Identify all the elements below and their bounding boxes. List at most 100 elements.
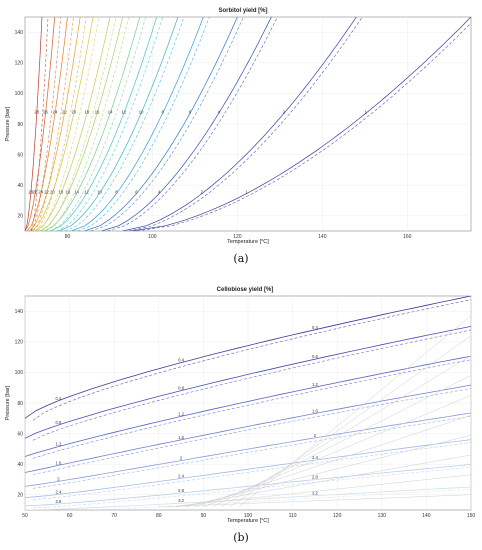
x-tick-label: 110 xyxy=(289,513,297,519)
contour-line xyxy=(25,296,471,419)
contour-line xyxy=(25,412,471,487)
contour-label: 0.8 xyxy=(56,420,62,425)
guide-line xyxy=(212,375,471,508)
contour-label: 2.4 xyxy=(312,455,318,460)
contour-label: 2 xyxy=(314,433,317,438)
contour-line xyxy=(25,384,471,473)
contour-line-dashed xyxy=(32,388,471,475)
contour-label: 0.4 xyxy=(312,325,318,330)
contour-line-dashed xyxy=(32,415,471,489)
panel-b-label: (b) xyxy=(233,531,249,544)
guide-line xyxy=(221,355,471,508)
contour-line xyxy=(122,17,357,231)
contour-label: 20 xyxy=(50,190,55,195)
contour-label: 6 xyxy=(135,190,138,195)
panel-a-y-ticks: 20 40 60 80 100 120 140 xyxy=(15,30,24,219)
contour-label: 4 xyxy=(158,190,161,195)
contour-label: 24 xyxy=(53,109,58,114)
guide-line xyxy=(238,315,471,508)
contour-label: 28 xyxy=(28,190,33,195)
contour-line xyxy=(31,17,94,231)
contour-line-dashed xyxy=(77,17,210,231)
guide-line xyxy=(185,434,471,508)
y-tick-label: 40 xyxy=(17,462,23,468)
contour-line-dashed xyxy=(128,17,363,231)
contour-lines: 1122446688101012121414161618182020222224… xyxy=(25,17,471,231)
contour-line-dashed xyxy=(32,17,74,231)
contour-line xyxy=(43,17,141,231)
contour-line-dashed xyxy=(90,17,244,231)
contour-lines: 0.4 0.4 0.4 0.8 0.8 0.8 1.2 1.2 1.2 1.6 1.6 1.6 2 2 2 2… xyxy=(25,296,471,510)
y-tick-label: 100 xyxy=(15,91,24,97)
panel-b-x-ticks: 50 60 70 80 90 100 110 120 130 140 150 xyxy=(22,513,475,519)
x-tick-label: 160 xyxy=(403,234,412,240)
contour-label: 1 xyxy=(365,109,368,114)
contour-label: 1.6 xyxy=(178,435,184,440)
panel-a-ylabel: Pressure [bar] xyxy=(5,106,11,141)
contour-label: 12 xyxy=(121,109,126,114)
contour-label: 26 xyxy=(43,109,48,114)
panel-b-contours: 0.4 0.4 0.4 0.8 0.8 0.8 1.2 1.2 1.2 1.6 1.6 1.6 2 2 2 2… xyxy=(25,296,471,510)
contour-line xyxy=(84,17,238,231)
y-tick-label: 140 xyxy=(15,309,24,315)
y-tick-label: 60 xyxy=(17,431,23,437)
contour-label: 18 xyxy=(59,190,64,195)
contour-label: 28 xyxy=(34,109,39,114)
contour-line-dashed xyxy=(34,17,87,231)
contour-label: 2 xyxy=(201,190,204,195)
contour-label: 14 xyxy=(74,190,79,195)
y-tick-label: 120 xyxy=(15,61,24,67)
y-tick-label: 80 xyxy=(17,122,23,128)
contour-line xyxy=(71,17,204,231)
contour-line xyxy=(50,17,158,231)
contour-label: 20 xyxy=(72,109,77,114)
contour-label: 14 xyxy=(108,109,113,114)
contour-label: 26 xyxy=(33,190,38,195)
contour-label: 22 xyxy=(62,109,67,114)
contour-line xyxy=(131,17,471,231)
contour-label: 10 xyxy=(139,109,144,114)
guide-line xyxy=(167,474,471,508)
contour-label: 1.6 xyxy=(56,460,62,465)
guide-line xyxy=(176,454,471,508)
contour-label: 16 xyxy=(66,190,71,195)
contour-label: 6 xyxy=(189,109,192,114)
x-tick-label: 150 xyxy=(467,513,476,519)
contour-line xyxy=(25,17,43,231)
panel-a: Sorbitol yield [%] 112244668810101212141… xyxy=(5,8,472,265)
panel-a-label: (a) xyxy=(233,252,248,265)
contour-line-dashed xyxy=(49,17,146,231)
contour-line-dashed xyxy=(30,17,49,231)
x-tick-label: 90 xyxy=(201,513,207,519)
contour-label: 1.2 xyxy=(312,382,318,387)
contour-line-dashed xyxy=(45,17,129,231)
panel-b: Cellobiose yield [%] 0.4 0.4 0.4 0.8 0.8 0.8 1… xyxy=(5,287,475,544)
contour-label: 3.2 xyxy=(312,491,318,496)
x-tick-label: 140 xyxy=(422,513,431,519)
x-tick-label: 60 xyxy=(67,513,73,519)
contour-label: 1.2 xyxy=(178,411,184,416)
panel-b-title: Cellobiose yield [%] xyxy=(217,287,274,293)
y-tick-label: 80 xyxy=(17,401,23,407)
panel-a-title: Sorbitol yield [%] xyxy=(218,8,267,14)
x-tick-label: 80 xyxy=(65,234,71,240)
x-tick-label: 120 xyxy=(333,513,342,519)
contour-label: 8 xyxy=(115,190,118,195)
contour-line xyxy=(101,17,272,231)
contour-label: 8 xyxy=(161,109,164,114)
contour-line-dashed xyxy=(41,17,117,231)
contour-line-dashed xyxy=(32,359,471,459)
panel-a-x-ticks: 80 100 120 140 160 xyxy=(65,234,412,240)
contour-label: 18 xyxy=(85,109,90,114)
x-tick-label: 100 xyxy=(244,513,253,519)
contour-line-dashed xyxy=(32,329,471,441)
contour-label: 4 xyxy=(218,109,221,114)
contour-line xyxy=(25,355,471,457)
x-tick-label: 70 xyxy=(111,513,117,519)
panel-b-y-ticks: 20 40 60 80 100 120 140 xyxy=(15,309,24,498)
contour-line-dashed xyxy=(64,17,185,231)
y-tick-label: 40 xyxy=(17,183,23,189)
panel-b-ylabel: Pressure [bar] xyxy=(5,385,11,420)
contour-label: 10 xyxy=(97,190,102,195)
